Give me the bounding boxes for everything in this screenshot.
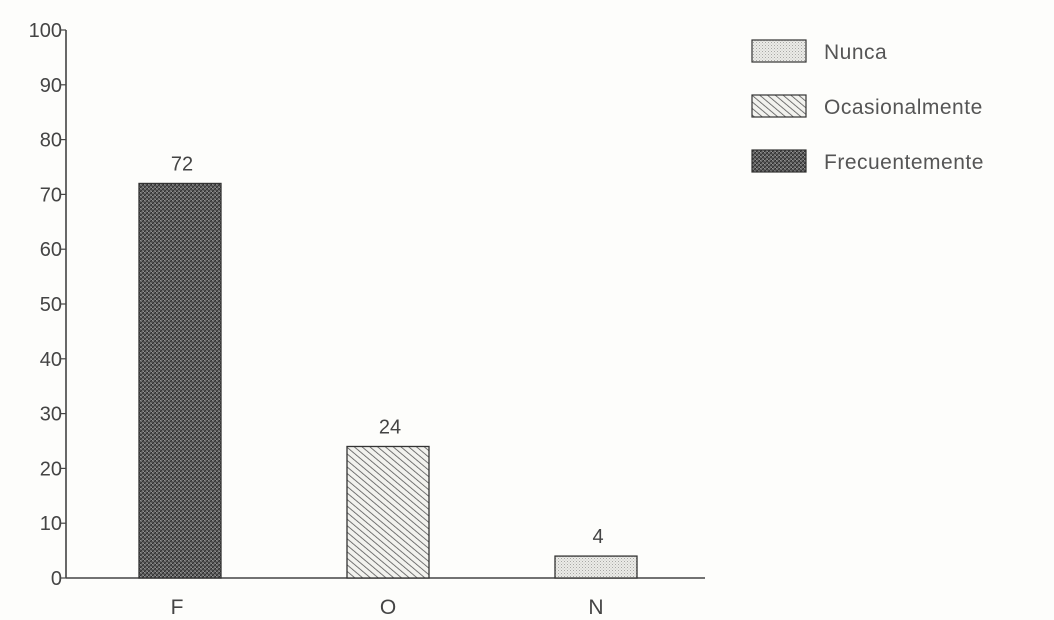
x-category-label: N <box>588 596 603 619</box>
y-tick-label: 80 <box>40 130 62 152</box>
chart-legend: Nunca Ocasionalmente Frecuentemente <box>751 39 984 174</box>
legend-swatch <box>751 94 807 118</box>
y-tick-label: 90 <box>40 75 62 97</box>
y-tick-label: 20 <box>40 458 62 480</box>
x-category-label: O <box>380 596 396 619</box>
legend-swatch <box>751 39 807 63</box>
bar-value-label: 4 <box>592 526 603 548</box>
legend-swatch <box>751 149 807 173</box>
y-tick-label: 10 <box>40 513 62 535</box>
y-tick-label: 100 <box>29 20 62 42</box>
y-tick-label: 60 <box>40 239 62 261</box>
y-tick-label: 40 <box>40 349 62 371</box>
y-tick-label: 70 <box>40 184 62 206</box>
bar-n <box>554 555 638 579</box>
x-category-label: F <box>171 596 184 619</box>
legend-label: Frecuentemente <box>824 151 984 174</box>
bar-f <box>138 182 222 579</box>
legend-label: Nunca <box>824 41 887 64</box>
legend-label: Ocasionalmente <box>824 96 983 119</box>
bar-value-label: 72 <box>171 153 193 175</box>
y-tick-label: 0 <box>51 568 62 590</box>
bars-group: 72 24 4 <box>138 153 638 579</box>
y-axis-ticks: 0 10 20 30 40 50 60 70 80 90 100 <box>29 20 66 590</box>
bar-value-label: 24 <box>379 416 401 438</box>
y-tick-label: 50 <box>40 294 62 316</box>
bar-o <box>346 445 430 579</box>
y-tick-label: 30 <box>40 404 62 426</box>
